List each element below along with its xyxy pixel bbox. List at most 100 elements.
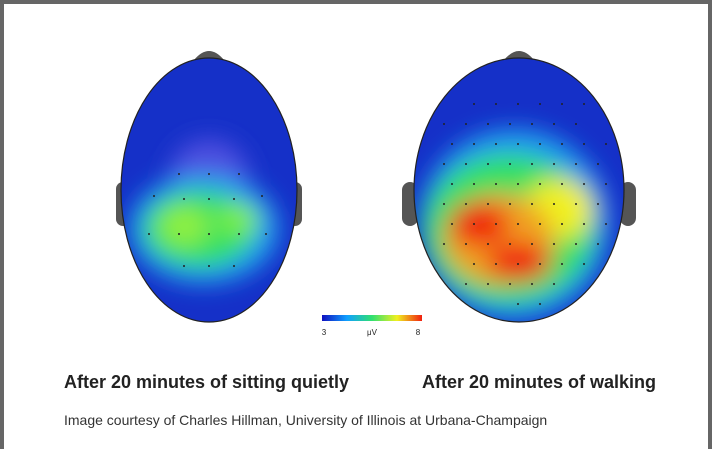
electrode	[539, 143, 541, 145]
electrode	[561, 223, 563, 225]
electrode	[517, 263, 519, 265]
electrode	[495, 143, 497, 145]
electrode	[178, 233, 180, 235]
electrode	[583, 263, 585, 265]
electrode	[605, 183, 607, 185]
electrode	[495, 223, 497, 225]
electrode	[539, 183, 541, 185]
electrode	[517, 143, 519, 145]
colorbar-unit: μV	[367, 328, 378, 337]
electrode	[473, 143, 475, 145]
electrode	[583, 223, 585, 225]
electrode	[575, 163, 577, 165]
electrode	[487, 123, 489, 125]
electrode	[517, 103, 519, 105]
electrode	[597, 203, 599, 205]
electrode	[451, 183, 453, 185]
electrode	[233, 198, 235, 200]
electrode	[583, 183, 585, 185]
electrode	[443, 243, 445, 245]
electrode	[465, 203, 467, 205]
electrode	[553, 163, 555, 165]
electrode	[583, 143, 585, 145]
electrode	[561, 263, 563, 265]
electrode	[509, 123, 511, 125]
electrode	[517, 303, 519, 305]
electrode	[233, 265, 235, 267]
electrode	[575, 123, 577, 125]
head-sitting	[116, 51, 302, 322]
electrode	[487, 203, 489, 205]
electrode	[487, 243, 489, 245]
electrode	[183, 198, 185, 200]
electrode	[495, 103, 497, 105]
electrode	[553, 123, 555, 125]
caption: After 20 minutes of sitting quietly	[64, 372, 349, 393]
electrode	[597, 163, 599, 165]
electrode	[605, 223, 607, 225]
electrode	[517, 183, 519, 185]
electrode	[178, 173, 180, 175]
credit: Image courtesy of Charles Hillman, Unive…	[64, 412, 547, 428]
electrode	[495, 263, 497, 265]
colorbar	[322, 315, 422, 321]
electrode	[487, 163, 489, 165]
electrode	[583, 103, 585, 105]
electrode	[575, 203, 577, 205]
electrode	[531, 163, 533, 165]
electrode	[561, 143, 563, 145]
electrode	[238, 173, 240, 175]
electrode	[465, 283, 467, 285]
electrode	[495, 183, 497, 185]
electrode	[597, 243, 599, 245]
electrode	[451, 143, 453, 145]
electrode	[443, 123, 445, 125]
electrode	[265, 233, 267, 235]
electrode	[539, 103, 541, 105]
electrode	[208, 173, 210, 175]
electrode	[451, 223, 453, 225]
electrode	[473, 183, 475, 185]
electrode	[539, 263, 541, 265]
electrode	[561, 103, 563, 105]
electrode	[465, 163, 467, 165]
electrode	[531, 243, 533, 245]
electrode	[553, 243, 555, 245]
electrode	[473, 103, 475, 105]
caption: After 20 minutes of walking	[422, 372, 656, 393]
electrode	[509, 283, 511, 285]
electrode	[517, 223, 519, 225]
electrode	[153, 195, 155, 197]
electrode	[605, 143, 607, 145]
electrode	[509, 243, 511, 245]
electrode	[208, 265, 210, 267]
electrode	[208, 233, 210, 235]
electrode	[509, 163, 511, 165]
electrode	[443, 203, 445, 205]
electrode	[183, 265, 185, 267]
electrode	[561, 183, 563, 185]
electrode	[531, 123, 533, 125]
electrode	[443, 163, 445, 165]
electrode	[238, 233, 240, 235]
electrode	[531, 283, 533, 285]
electrode	[509, 203, 511, 205]
electrode	[575, 243, 577, 245]
electrode	[553, 283, 555, 285]
colorbar-min: 3	[322, 328, 327, 337]
electrode	[531, 203, 533, 205]
electrode	[539, 303, 541, 305]
electrode	[465, 243, 467, 245]
electrode	[553, 203, 555, 205]
figure: 3 μV 8 After 20 minutes of sitting quiet…	[0, 0, 712, 449]
electrode	[539, 223, 541, 225]
head-walking	[402, 51, 636, 322]
electrode	[148, 233, 150, 235]
electrode	[208, 198, 210, 200]
electrode	[473, 263, 475, 265]
electrode	[487, 283, 489, 285]
electrode	[261, 195, 263, 197]
electrode	[465, 123, 467, 125]
colorbar-max: 8	[416, 328, 421, 337]
electrode	[473, 223, 475, 225]
